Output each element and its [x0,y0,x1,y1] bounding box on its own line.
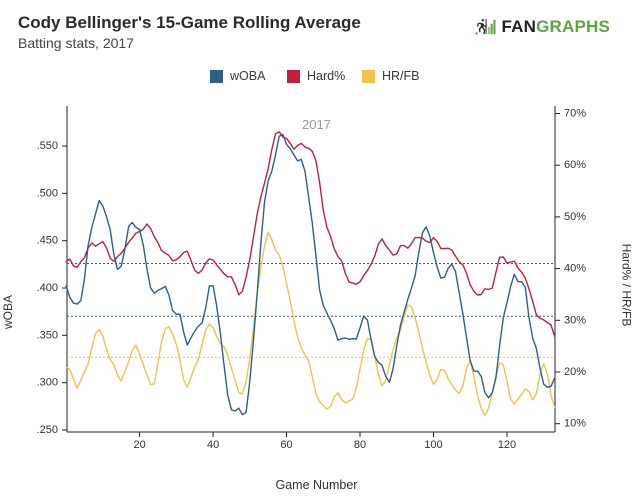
svg-text:60%: 60% [564,159,586,171]
svg-text:.400: .400 [37,282,58,294]
svg-text:.300: .300 [37,377,58,389]
svg-text:.250: .250 [37,424,58,436]
svg-text:.500: .500 [37,187,58,199]
svg-text:120: 120 [498,439,516,451]
svg-text:40: 40 [207,439,219,451]
svg-text:.450: .450 [37,235,58,247]
svg-text:20%: 20% [564,366,586,378]
svg-text:60: 60 [280,439,292,451]
svg-text:100: 100 [424,439,442,451]
svg-text:50%: 50% [564,211,586,223]
svg-text:.550: .550 [37,140,58,152]
svg-text:10%: 10% [564,418,586,430]
svg-text:.350: .350 [37,329,58,341]
svg-text:70%: 70% [564,108,586,120]
svg-text:40%: 40% [564,263,586,275]
svg-text:80: 80 [354,439,366,451]
svg-text:20: 20 [133,439,145,451]
svg-text:30%: 30% [564,314,586,326]
